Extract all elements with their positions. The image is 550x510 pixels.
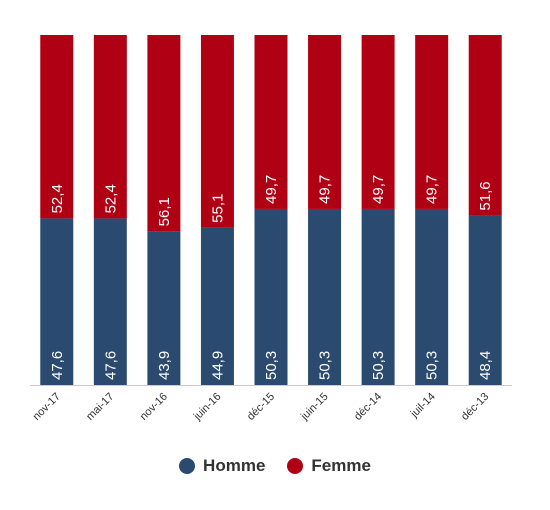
- bar-homme-nov-17: [40, 218, 74, 385]
- bar-homme-déc-13: [468, 215, 502, 385]
- bar-homme-déc-15: [254, 208, 288, 385]
- x-tick-label-nov-16: nov-16: [138, 391, 170, 423]
- bar-homme-juin-15: [308, 208, 342, 385]
- value-label-homme-déc-13: 48,4: [477, 351, 494, 380]
- value-label-homme-mai-17: 47,6: [102, 351, 119, 380]
- value-label-homme-déc-15: 50,3: [263, 351, 280, 380]
- bar-femme-déc-15: [254, 35, 288, 209]
- bar-homme-nov-16: [147, 231, 181, 385]
- value-label-homme-déc-14: 50,3: [370, 351, 387, 380]
- x-tick-label-nov-17: nov-17: [31, 391, 63, 423]
- x-tick-label-juin-16: juin-16: [191, 391, 224, 424]
- x-tick-label-mai-17: mai-17: [84, 391, 116, 423]
- bar-femme-nov-16: [147, 35, 181, 232]
- legend-swatch-femme: [287, 458, 304, 474]
- value-label-femme-juil-14: 49,7: [424, 175, 441, 204]
- x-tick-label-déc-13: déc-13: [459, 391, 491, 423]
- bar-femme-déc-14: [361, 35, 395, 209]
- x-tick-labels-group: nov-17 mai-17 nov-16 juin-16 déc-15 juin-15 dé…: [31, 391, 492, 424]
- legend: Homme Femme: [0, 456, 550, 476]
- value-label-femme-déc-13: 51,6: [477, 181, 494, 210]
- value-label-femme-mai-17: 52,4: [102, 184, 119, 213]
- x-tick-label-déc-15: déc-15: [245, 391, 277, 423]
- x-tick-label-juil-14: juil-14: [408, 391, 438, 421]
- value-label-femme-déc-14: 49,7: [370, 175, 387, 204]
- value-label-homme-nov-16: 43,9: [156, 351, 173, 380]
- value-label-homme-juil-14: 50,3: [424, 351, 441, 380]
- bar-femme-déc-13: [468, 35, 502, 216]
- bar-femme-juin-16: [200, 35, 234, 228]
- legend-swatch-homme: [179, 458, 196, 474]
- bar-femme-nov-17: [40, 35, 74, 219]
- value-label-homme-nov-17: 47,6: [49, 351, 66, 380]
- bars-group: [40, 35, 502, 385]
- legend-label-homme: Homme: [203, 456, 266, 475]
- legend-item-homme[interactable]: Homme: [179, 456, 265, 476]
- x-tick-label-déc-14: déc-14: [352, 391, 384, 423]
- bar-homme-juil-14: [415, 208, 449, 385]
- value-label-femme-déc-15: 49,7: [263, 175, 280, 204]
- legend-item-femme[interactable]: Femme: [287, 456, 371, 476]
- bar-femme-mai-17: [93, 35, 127, 219]
- value-label-femme-nov-17: 52,4: [49, 184, 66, 213]
- value-labels-group: 47,6 52,4 47,6 52,4 43,9 56,1 44,9 55,1 50,3 49,7…: [49, 175, 494, 380]
- bar-femme-juin-15: [308, 35, 342, 209]
- value-label-femme-juin-16: 55,1: [209, 194, 226, 223]
- legend-label-femme: Femme: [311, 456, 371, 475]
- value-label-homme-juin-16: 44,9: [209, 351, 226, 380]
- value-label-homme-juin-15: 50,3: [317, 351, 334, 380]
- value-label-femme-juin-15: 49,7: [317, 175, 334, 204]
- bar-homme-mai-17: [93, 218, 127, 385]
- value-label-femme-nov-16: 56,1: [156, 197, 173, 226]
- x-tick-label-juin-15: juin-15: [298, 391, 331, 424]
- bar-homme-juin-16: [200, 227, 234, 385]
- bar-femme-juil-14: [415, 35, 449, 209]
- bar-homme-déc-14: [361, 208, 395, 385]
